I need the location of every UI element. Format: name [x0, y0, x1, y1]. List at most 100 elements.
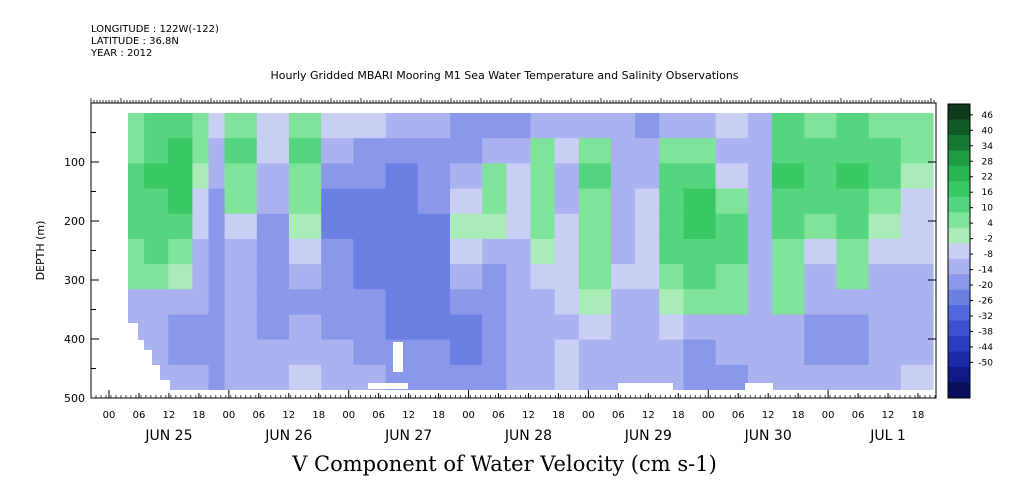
- heatmap-cell: [208, 264, 226, 290]
- heatmap-cell: [715, 238, 749, 265]
- heatmap-cell: [868, 213, 902, 240]
- heatmap-cell: [747, 238, 773, 265]
- x-day-label: JUN 26: [264, 428, 312, 444]
- heatmap-cell: [772, 213, 805, 240]
- heatmap-cell: [289, 314, 322, 341]
- heatmap-cell: [635, 188, 660, 215]
- heatmap-cell: [804, 138, 837, 164]
- heatmap-cell: [168, 314, 193, 341]
- heatmap-cell: [144, 188, 169, 215]
- heatmap-cell: [450, 364, 483, 391]
- heatmap-cell: [635, 264, 660, 290]
- missing-data-gap: [745, 383, 773, 391]
- heatmap-cell: [578, 289, 612, 316]
- x-hour-label: 06: [492, 410, 505, 421]
- longitude-label: LONGITUDE : 122W(-122): [91, 24, 219, 35]
- heatmap-cell: [683, 264, 717, 290]
- heatmap-cell: [900, 264, 934, 290]
- heatmap-cell: [482, 188, 507, 215]
- colorbar-label: -32: [978, 312, 993, 322]
- heatmap-cell: [256, 138, 290, 164]
- heatmap-cell: [804, 339, 837, 366]
- heatmap-cell: [168, 364, 193, 391]
- colorbar-swatch: [948, 243, 970, 260]
- heatmap-cell: [224, 314, 258, 341]
- heatmap-cell: [554, 238, 580, 265]
- x-day-label: JUN 25: [144, 428, 192, 444]
- heatmap-cell: [900, 188, 934, 215]
- heatmap-cell: [659, 138, 685, 164]
- heatmap-cell: [208, 289, 226, 316]
- x-hour-label: 18: [912, 410, 925, 421]
- heatmap-cell: [530, 364, 556, 391]
- heatmap-cell: [836, 339, 870, 366]
- heatmap-cell: [836, 188, 870, 215]
- heatmap-cell: [144, 163, 169, 190]
- heatmap-cell: [659, 339, 685, 366]
- heatmap-cell: [192, 364, 210, 391]
- heatmap-cell: [659, 238, 685, 265]
- heatmap-cell: [804, 113, 837, 139]
- heatmap-cell: [353, 213, 387, 240]
- heatmap-cell: [128, 264, 145, 290]
- heatmap-cell: [506, 289, 532, 316]
- heatmap-cell: [530, 213, 556, 240]
- heatmap-cell: [353, 264, 387, 290]
- colorbar-label: 10: [982, 204, 994, 214]
- x-hour-label: 06: [372, 410, 385, 421]
- x-hour-label: 18: [432, 410, 445, 421]
- heatmap-cell: [868, 339, 902, 366]
- heatmap-cell: [772, 339, 805, 366]
- colorbar-label: 16: [982, 188, 994, 198]
- heatmap-cell: [321, 238, 354, 265]
- heatmap-cell: [144, 314, 169, 341]
- heatmap-cell: [192, 163, 210, 190]
- heatmap-cell: [289, 163, 322, 190]
- heatmap-cell: [256, 188, 290, 215]
- heatmap-cell: [482, 238, 507, 265]
- heatmap-cell: [900, 339, 934, 366]
- heatmap-cell: [192, 314, 210, 341]
- heatmap-cell: [208, 238, 226, 265]
- colorbar-label: 40: [982, 126, 994, 136]
- heatmap-cell: [144, 289, 169, 316]
- heatmap-cell: [530, 163, 556, 190]
- heatmap-cell: [321, 138, 354, 164]
- heatmap-cell: [144, 264, 169, 290]
- heatmap-cell: [385, 314, 419, 341]
- heatmap-cell: [168, 339, 193, 366]
- heatmap-cell: [836, 364, 870, 391]
- heatmap-cell: [208, 138, 226, 164]
- x-hour-label: 12: [163, 410, 176, 421]
- missing-data-gap: [144, 350, 152, 390]
- x-hour-label: 00: [342, 410, 355, 421]
- heatmap-cell: [168, 113, 193, 139]
- heatmap-cell: [747, 113, 773, 139]
- heatmap-cell: [900, 238, 934, 265]
- x-hour-label: 00: [462, 410, 475, 421]
- heatmap-cell: [530, 314, 556, 341]
- heatmap-cell: [578, 339, 612, 366]
- heatmap-cell: [450, 264, 483, 290]
- colorbar-swatch: [948, 150, 970, 167]
- colorbar-swatch: [948, 274, 970, 291]
- location-metadata: LONGITUDE : 122W(-122) LATITUDE : 36.8N …: [91, 24, 219, 60]
- heatmap-cell: [321, 314, 354, 341]
- heatmap-cell: [635, 213, 660, 240]
- heatmap-cell: [256, 364, 290, 391]
- heatmap-cell: [321, 188, 354, 215]
- heatmap-cell: [611, 163, 636, 190]
- heatmap-cell: [683, 138, 717, 164]
- heatmap-cell: [635, 138, 660, 164]
- heatmap-cell: [611, 213, 636, 240]
- heatmap-cell: [224, 289, 258, 316]
- heatmap-cell: [353, 339, 387, 366]
- heatmap-cell: [506, 339, 532, 366]
- heatmap-cell: [578, 188, 612, 215]
- heatmap-cell: [611, 264, 636, 290]
- missing-data-gap: [128, 390, 936, 398]
- heatmap-cell: [772, 188, 805, 215]
- heatmap-cell: [208, 339, 226, 366]
- heatmap-cell: [450, 213, 483, 240]
- heatmap-cell: [804, 213, 837, 240]
